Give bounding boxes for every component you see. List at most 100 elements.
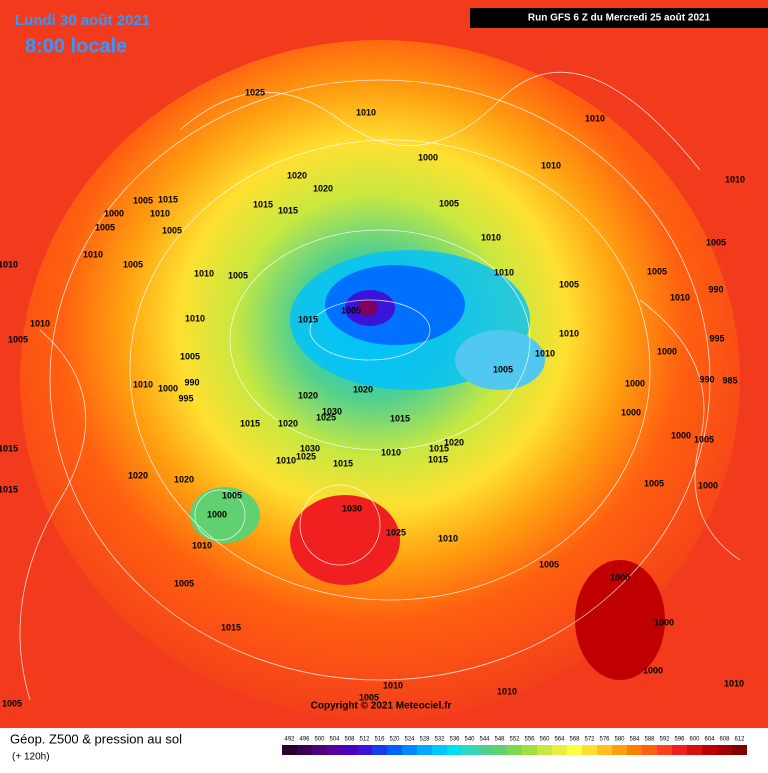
isobar-label: 1005	[694, 434, 714, 444]
isobar-label: 1020	[128, 470, 148, 480]
colorbar-cell	[522, 745, 537, 755]
colorbar-tick-label: 580	[614, 737, 625, 743]
isobar-label: 1000	[671, 430, 691, 440]
isobar-label: 1005	[341, 305, 361, 315]
low-area-2	[455, 330, 545, 390]
footer-title: Géop. Z500 & pression au sol	[10, 731, 182, 746]
isobar-label: 1010	[494, 267, 514, 277]
colorbar-tick-label: 576	[599, 737, 610, 743]
colorbar-cell	[312, 745, 327, 755]
isobar-label: 1005	[180, 351, 200, 361]
isobar-label: 1000	[625, 378, 645, 388]
colorbar-cell	[552, 745, 567, 755]
isobar-label: 1005	[174, 578, 194, 588]
colorbar-cell	[417, 745, 432, 755]
isobar-label: 1000	[610, 572, 630, 582]
isobar-label: 1010	[724, 678, 744, 688]
colorbar-tick-label: 572	[584, 737, 595, 743]
isobar-label: 1005	[493, 364, 513, 374]
colorbar-cell	[462, 745, 477, 755]
isobar-label: 1000	[643, 665, 663, 675]
isobar-label: 1025	[386, 527, 406, 537]
colorbar-tick-label: 508	[344, 737, 355, 743]
isobar-label: 1005	[439, 198, 459, 208]
colorbar-cell	[402, 745, 417, 755]
isobar-label: 1030	[300, 443, 320, 453]
low-core	[325, 265, 465, 345]
colorbar-cell	[447, 745, 462, 755]
isobar-label: 1005	[539, 559, 559, 569]
isobar-label: 1015	[240, 418, 260, 428]
isobar-label: 1010	[670, 292, 690, 302]
isobar-label: 1015	[158, 194, 178, 204]
isobar-label: 1020	[174, 474, 194, 484]
colorbar-cell	[432, 745, 447, 755]
colorbar-cell	[387, 745, 402, 755]
colorbar-tick-label: 548	[494, 737, 505, 743]
isobar-label: 1010	[356, 107, 376, 117]
colorbar-tick-label: 504	[329, 737, 340, 743]
isobar-label: 1030	[322, 406, 342, 416]
isobar-label: 1000	[104, 208, 124, 218]
isobar-label: 1020	[298, 390, 318, 400]
isobar-label: 1010	[481, 232, 501, 242]
isobar-label: 1020	[444, 437, 464, 447]
isobar-label: 1010	[0, 259, 18, 269]
isobar-label: 985	[722, 375, 737, 385]
colorbar: 492 496 500 504 508 512 516 520 524 528 532 536 540 5…	[282, 737, 747, 755]
isobar-label: 1005	[8, 334, 28, 344]
isobar-label: 1010	[725, 174, 745, 184]
isobar-label: 1005	[133, 195, 153, 205]
colorbar-cell	[732, 745, 747, 755]
colorbar-cell	[672, 745, 687, 755]
isobar-label: 1000	[698, 480, 718, 490]
colorbar-cell	[297, 745, 312, 755]
isobar-label: 1025	[316, 412, 336, 422]
colorbar-tick-label: 584	[629, 737, 640, 743]
isobar-label: 1000	[207, 509, 227, 519]
run-info: Run GFS 6 Z du Mercredi 25 août 2021	[528, 13, 711, 24]
colorbar-cell	[477, 745, 492, 755]
isobar-label: 1025	[245, 87, 265, 97]
colorbar-cell	[627, 745, 642, 755]
isobar-label: 1025	[296, 451, 316, 461]
colorbar-cell	[357, 745, 372, 755]
colorbar-tick-label: 520	[389, 737, 400, 743]
isobar-label: 1005	[644, 478, 664, 488]
isobar-label: 1020	[278, 418, 298, 428]
isobar-label: 1010	[585, 113, 605, 123]
isobar-label: 1000	[621, 407, 641, 417]
colorbar-cell	[717, 745, 732, 755]
colorbar-tick-label: 516	[374, 737, 385, 743]
colorbar-tick-label: 552	[509, 737, 520, 743]
colorbar-tick-label: 496	[299, 737, 310, 743]
isobar-label: 1005	[222, 490, 242, 500]
forecast-date: Lundi 30 août 2021	[15, 12, 150, 29]
isobar-label: 1010	[185, 313, 205, 323]
isobar-label: 1000	[158, 383, 178, 393]
isobar-label: 1005	[123, 259, 143, 269]
contours	[19, 71, 741, 701]
isobar-label: 1000	[657, 346, 677, 356]
isobar-label: 1015	[429, 443, 449, 453]
isobar-label: 990	[708, 284, 723, 294]
isobar-label: 1010	[381, 447, 401, 457]
forecast-time: 8:00 locale	[25, 35, 127, 57]
isobar-label: 1010	[276, 455, 296, 465]
colorbar-cell	[597, 745, 612, 755]
colorbar-tick-label: 532	[434, 737, 445, 743]
isobar-label: 1005	[2, 698, 22, 708]
isobar-label: 1015	[0, 484, 18, 494]
colorbar-tick-label: 556	[524, 737, 535, 743]
isobar-label: 1005	[162, 225, 182, 235]
isobar-label: 1005	[647, 266, 667, 276]
isobar-label: 1030	[342, 503, 362, 513]
colorbar-tick-label: 608	[719, 737, 730, 743]
colorbar-cell	[342, 745, 357, 755]
colorbar-tick-label: 588	[644, 737, 655, 743]
colorbar-cell	[507, 745, 522, 755]
isobar-label: 1005	[95, 222, 115, 232]
colorbar-cell	[492, 745, 507, 755]
isobar-label: 1020	[287, 170, 307, 180]
